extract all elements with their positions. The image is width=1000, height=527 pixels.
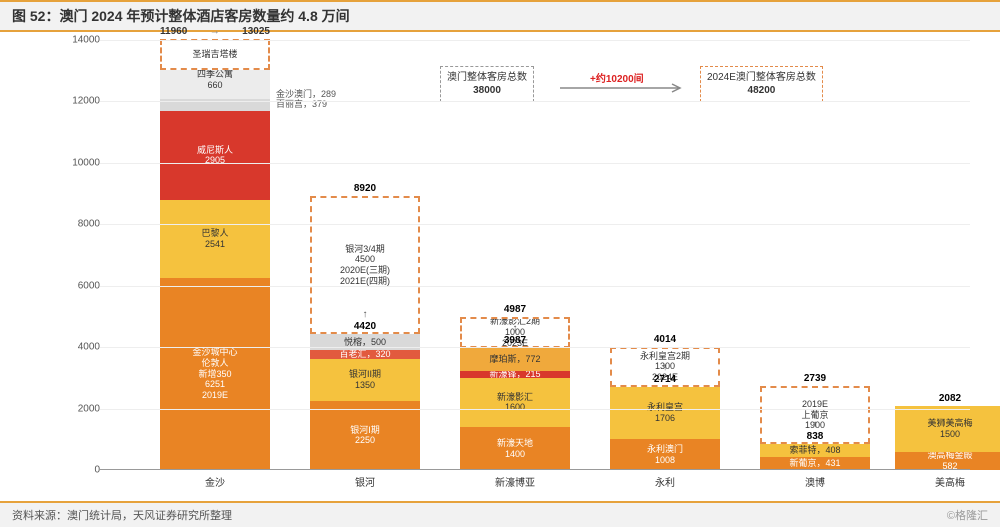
grid-line (100, 409, 970, 410)
bar0-totals-row: 11960→13025 (160, 26, 270, 37)
bar-segment: 百老汇，320 (310, 350, 420, 360)
up-arrow-icon: ↑ (663, 362, 668, 373)
page-root: 图 52：澳门 2024 年预计整体酒店客房数量约 4.8 万间 0 2000 40… (0, 0, 1000, 527)
bar-segment: 银河II期1350 (310, 359, 420, 400)
up-arrow-icon: ↑ (813, 419, 818, 430)
bar-segment: 圣瑞吉塔楼 (160, 39, 270, 70)
y-tick: 6000 (60, 280, 100, 291)
category-label: 美高梅 (895, 474, 1000, 489)
grid-line (100, 163, 970, 164)
bar-segment: 索菲特，408 (760, 444, 870, 457)
bar-current-total: 838 (760, 431, 870, 442)
bar-side-label: 金沙澳门，289 (276, 87, 336, 100)
bar-projected-total: 4014 (610, 334, 720, 345)
category-label: 澳博 (760, 474, 870, 489)
grid-line (100, 40, 970, 41)
up-arrow-icon: ↑ (513, 323, 518, 334)
bar-segment: 巴黎人2541 (160, 200, 270, 278)
chart-plot-area: 金沙城中心伦敦人新增35062512019E巴黎人2541威尼斯人2905百丽宫… (100, 40, 970, 470)
y-tick: 2000 (60, 403, 100, 414)
bar-segment: 美狮美高梅1500 (895, 406, 1000, 452)
bar-projected-total: 8920 (310, 183, 420, 194)
y-tick: 8000 (60, 219, 100, 230)
brand-text: ©格隆汇 (947, 507, 988, 523)
category-label: 永利 (610, 474, 720, 489)
bar-projected-total: 2739 (760, 373, 870, 384)
y-tick: 14000 (60, 35, 100, 46)
bar-segment: 永利皇宫1706 (610, 387, 720, 439)
bars-container: 金沙城中心伦敦人新增35062512019E巴黎人2541威尼斯人2905百丽宫… (100, 40, 970, 470)
up-arrow-icon: ↑ (363, 309, 368, 320)
bar-segment: 新濠锋，215 (460, 371, 570, 378)
bar-segment: 新葡京，431 (760, 457, 870, 470)
bar-current-total: 2714 (610, 374, 720, 385)
grid-line (100, 224, 970, 225)
bar-segment: 摩珀斯，772 (460, 348, 570, 372)
bar-current-total: 3987 (460, 335, 570, 346)
bar-segment: 银河I期2250 (310, 401, 420, 470)
chart-title: 图 52：澳门 2024 年预计整体酒店客房数量约 4.8 万间 (0, 0, 1000, 32)
bar-current-total: 4420 (310, 321, 420, 332)
bar-segment: 澳高梅金殿582 (895, 452, 1000, 470)
bar-segment: 新濠天地1400 (460, 427, 570, 470)
y-tick: 10000 (60, 157, 100, 168)
bar-segment: 四季公寓660 (160, 70, 270, 90)
bar-segment: 永利澳门1008 (610, 439, 720, 470)
bar-segment: 威尼斯人2905 (160, 111, 270, 200)
y-tick: 4000 (60, 342, 100, 353)
bar-current-total: 2082 (895, 393, 1000, 404)
footer: 资料来源：澳门统计局，天风证券研究所整理 ©格隆汇 (0, 501, 1000, 527)
bar-segment (160, 90, 270, 99)
grid-line (100, 101, 970, 102)
x-axis-line (100, 469, 970, 470)
source-text: 资料来源：澳门统计局，天风证券研究所整理 (12, 507, 232, 523)
y-tick: 12000 (60, 96, 100, 107)
grid-line (100, 347, 970, 348)
category-label: 金沙 (160, 474, 270, 489)
bar-segment: 新濠影汇1600 (460, 378, 570, 427)
grid-line (100, 286, 970, 287)
y-axis: 02000400060008000100001200014000 (60, 40, 100, 470)
category-label: 新濠博亚 (460, 474, 570, 489)
bar-projected-total: 4987 (460, 304, 570, 315)
bar-segment: 金沙城中心伦敦人新增35062512019E (160, 278, 270, 470)
category-label: 银河 (310, 474, 420, 489)
y-tick: 0 (60, 465, 100, 476)
